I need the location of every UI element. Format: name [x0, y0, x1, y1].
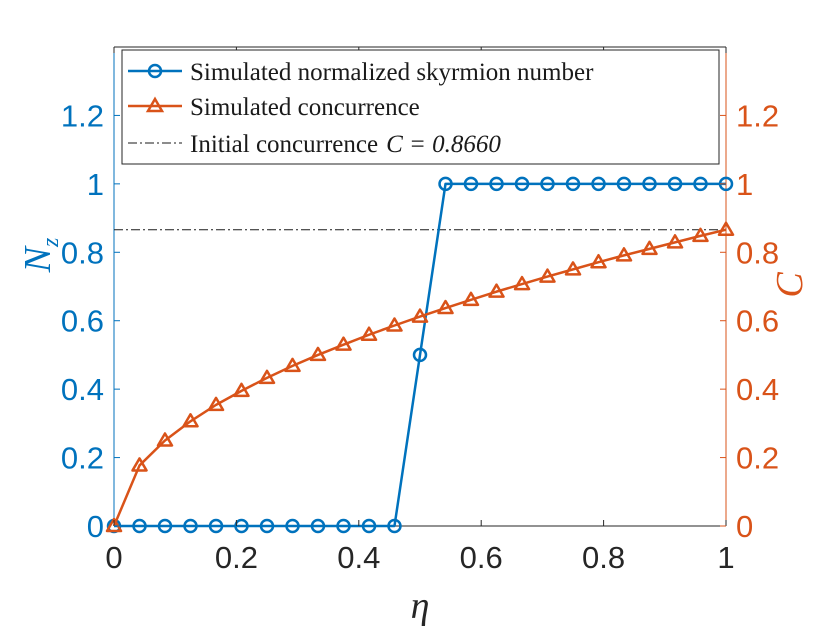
x-tick-label: 0.6 — [460, 540, 503, 575]
data-point-circle — [387, 518, 402, 534]
x-tick-label: 0.8 — [582, 540, 625, 575]
data-point-circle — [183, 518, 198, 534]
tick-layer: 0 0.2 0.4 0.6 0.8 100.20.40.60.811.200.20.40.… — [61, 47, 779, 575]
data-point-triangle — [462, 291, 480, 307]
data-point-circle — [642, 176, 657, 192]
legend-label-initial-text: Initial concurrence — [190, 131, 378, 158]
y-left-axis-label: Nz — [17, 237, 64, 273]
data-point-triangle — [182, 413, 199, 428]
data-point-circle — [361, 518, 377, 534]
series-line — [114, 182, 726, 528]
series-skyrmion — [106, 176, 734, 534]
x-tick-label: 0 — [105, 540, 122, 575]
x-axis-label: η — [411, 585, 430, 627]
data-point-circle — [565, 176, 581, 192]
series-line — [112, 228, 727, 527]
legend-entry-skyrmion: Simulated normalized skyrmion number — [128, 59, 594, 86]
legend-entry-initial: Initial concurrence C = 0.8660 — [128, 131, 501, 158]
x-tick-label: 0.2 — [215, 540, 258, 575]
data-point-triangle — [131, 457, 148, 472]
y-left-axis-label-sub: z — [38, 237, 64, 248]
y-left-tick-label: 0.2 — [61, 441, 104, 476]
y-left-tick-label: 1 — [87, 167, 104, 202]
data-point-circle — [157, 518, 173, 534]
data-point-triangle — [105, 517, 123, 533]
series-layer — [105, 176, 735, 534]
x-tick-label: 1 — [717, 540, 734, 575]
data-point-circle — [616, 176, 632, 192]
data-point-triangle — [641, 240, 658, 256]
legend-label-concurrence: Simulated concurrence — [190, 94, 420, 121]
y-left-tick-label: 0.8 — [61, 235, 104, 270]
data-point-circle — [208, 518, 224, 534]
y-right-axis-label: C — [769, 272, 811, 298]
data-point-triangle — [692, 227, 709, 243]
y-right-tick-label: 1.2 — [736, 98, 779, 133]
data-point-circle — [489, 176, 504, 192]
legend: Simulated normalized skyrmion number Sim… — [121, 49, 720, 165]
data-point-triangle — [309, 346, 327, 362]
legend-marker-concurrence — [145, 96, 165, 113]
data-point-circle — [693, 176, 708, 192]
data-point-triangle — [233, 382, 250, 398]
data-point-triangle — [590, 253, 607, 269]
y-left-tick-label: 0 — [87, 509, 104, 544]
data-point-triangle — [513, 275, 531, 291]
y-right-tick-label: 0.2 — [736, 441, 779, 476]
y-left-axis-label-main: N — [17, 244, 59, 273]
data-point-triangle — [488, 283, 505, 298]
data-point-triangle — [258, 369, 276, 385]
data-point-triangle — [615, 247, 633, 262]
data-point-circle — [234, 518, 249, 534]
series-concurrence — [105, 221, 735, 533]
y-right-tick-label: 0.8 — [736, 235, 779, 270]
data-point-triangle — [437, 299, 454, 315]
data-point-circle — [336, 518, 351, 534]
y-right-tick-label: 0 — [736, 509, 753, 544]
y-left-tick-label: 0.4 — [61, 372, 104, 407]
y-left-tick-label: 0.6 — [61, 304, 104, 339]
data-point-circle — [438, 176, 453, 192]
legend-label-skyrmion: Simulated normalized skyrmion number — [190, 59, 594, 86]
data-point-circle — [463, 176, 479, 192]
axis-label-layer: η Nz C — [17, 237, 811, 627]
y-right-tick-label: 1 — [736, 167, 753, 202]
y-right-tick-label: 0.4 — [736, 372, 779, 407]
data-point-circle — [259, 518, 275, 534]
data-point-triangle — [411, 308, 429, 323]
data-point-triangle — [666, 234, 684, 249]
data-point-triangle — [156, 432, 174, 447]
data-point-triangle — [539, 268, 556, 283]
legend-entry-concurrence: Simulated concurrence — [128, 94, 420, 121]
data-point-triangle — [284, 357, 301, 373]
data-point-triangle — [207, 396, 225, 412]
data-point-triangle — [564, 261, 582, 276]
data-point-circle — [514, 176, 530, 192]
x-tick-label: 0.4 — [337, 540, 380, 575]
legend-marker-skyrmion — [147, 63, 163, 79]
data-point-circle — [132, 518, 147, 534]
legend-box — [121, 49, 720, 165]
data-point-circle — [667, 176, 683, 192]
data-point-circle — [310, 518, 326, 534]
data-point-triangle — [335, 336, 352, 351]
data-point-triangle — [717, 221, 735, 236]
data-point-triangle — [386, 317, 403, 332]
y-left-tick-label: 1.2 — [61, 98, 104, 133]
data-point-circle — [540, 176, 555, 192]
data-point-circle — [591, 176, 606, 192]
data-point-circle — [285, 518, 300, 534]
legend-label-initial-math: C = 0.8660 — [386, 131, 501, 158]
data-point-triangle — [360, 326, 378, 341]
y-right-tick-label: 0.6 — [736, 304, 779, 339]
legend-label-initial: Initial concurrence C = 0.8660 — [190, 131, 501, 158]
data-point-circle — [412, 347, 428, 363]
